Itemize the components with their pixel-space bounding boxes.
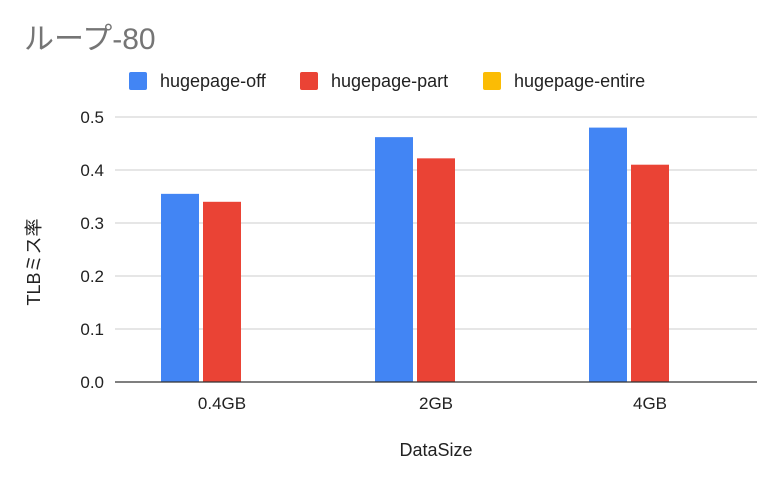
legend-swatch <box>129 72 147 90</box>
y-tick-label: 0.1 <box>80 320 104 339</box>
x-tick-label: 4GB <box>633 394 667 413</box>
x-axis-title: DataSize <box>399 440 472 460</box>
y-axis-title: TLBミス率 <box>24 218 44 305</box>
chart-title: ループ-80 <box>24 23 156 56</box>
y-tick-label: 0.0 <box>80 373 104 392</box>
legend-label: hugepage-off <box>160 71 267 91</box>
x-axis-tick-labels: 0.4GB 2GB 4GB <box>198 394 667 413</box>
legend-item-hugepage-part: hugepage-part <box>300 71 448 91</box>
legend-item-hugepage-entire: hugepage-entire <box>483 71 645 91</box>
bar-hugepage-off-0.4GB <box>161 193 199 382</box>
bar-hugepage-off-4GB <box>589 127 627 382</box>
legend: hugepage-off hugepage-part hugepage-entire <box>129 71 645 91</box>
y-tick-label: 0.3 <box>80 214 104 233</box>
x-tick-label: 0.4GB <box>198 394 246 413</box>
legend-label: hugepage-entire <box>514 71 645 91</box>
bar-hugepage-part-4GB <box>631 164 669 382</box>
y-tick-label: 0.5 <box>80 108 104 127</box>
bar-hugepage-off-2GB <box>375 137 413 382</box>
legend-label: hugepage-part <box>331 71 448 91</box>
y-tick-label: 0.4 <box>80 161 104 180</box>
bars <box>161 127 669 382</box>
bar-hugepage-part-0.4GB <box>203 201 241 382</box>
legend-swatch <box>483 72 501 90</box>
bar-hugepage-part-2GB <box>417 158 455 382</box>
x-tick-label: 2GB <box>419 394 453 413</box>
legend-item-hugepage-off: hugepage-off <box>129 71 267 91</box>
y-tick-label: 0.2 <box>80 267 104 286</box>
legend-swatch <box>300 72 318 90</box>
y-axis-tick-labels: 0.0 0.1 0.2 0.3 0.4 0.5 <box>80 108 104 392</box>
